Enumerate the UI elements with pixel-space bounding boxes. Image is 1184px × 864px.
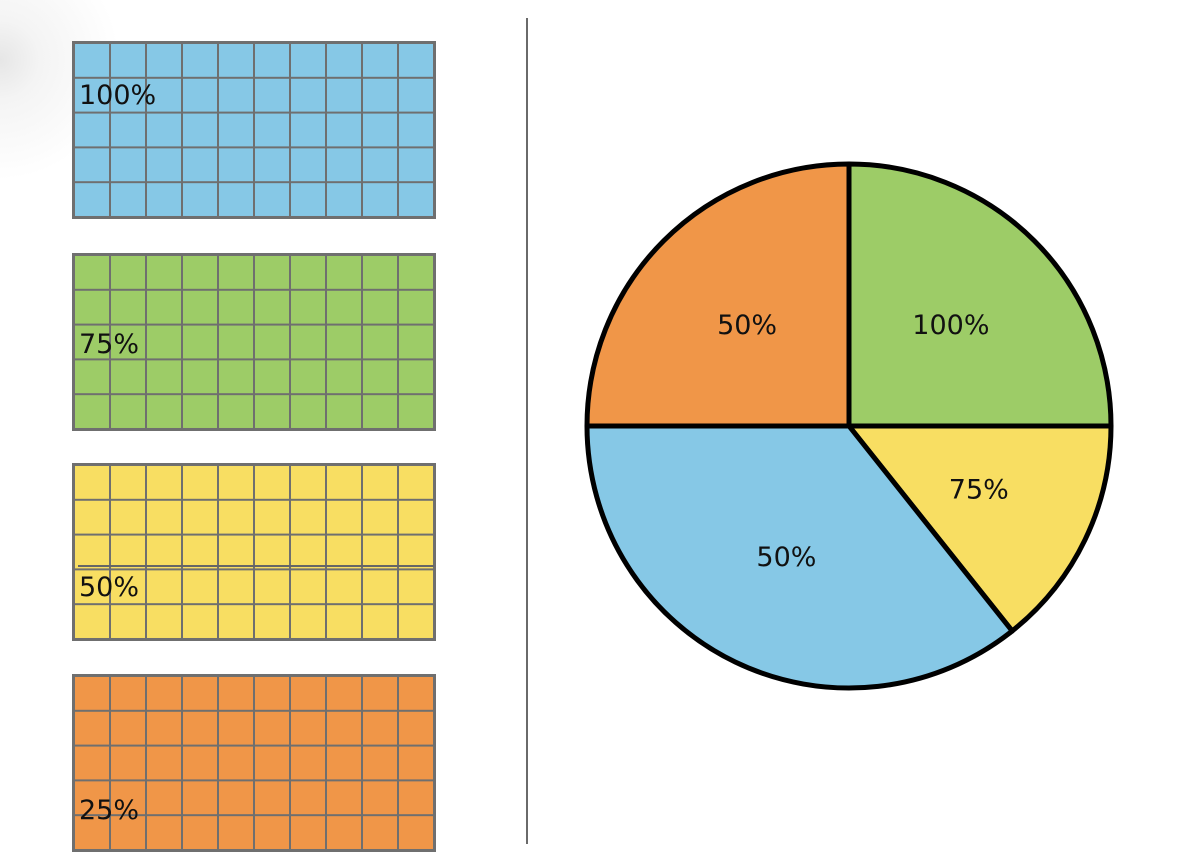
- grid-100-percent: 100%: [72, 41, 436, 219]
- grid-label-25: 25%: [79, 795, 140, 826]
- pie-slices: [584, 161, 1114, 691]
- grid-extra-line: [78, 565, 434, 567]
- pie-slice-yellow: [846, 423, 1114, 634]
- grid-label-50: 50%: [79, 572, 140, 603]
- grid-75-percent: 75%: [72, 253, 436, 431]
- pie-label-orange: 50%: [717, 310, 777, 341]
- grid-label-100: 100%: [79, 80, 157, 111]
- pie-label-green: 100%: [912, 310, 989, 341]
- vertical-divider: [526, 18, 528, 844]
- pie-slice-orange: [584, 161, 852, 429]
- grid-50-percent: 50%: [72, 463, 436, 641]
- pie-label-yellow: 75%: [949, 475, 1009, 506]
- pie-labels: 100% 75% 50% 50%: [717, 310, 1009, 573]
- grid-25-percent: 25%: [72, 674, 436, 852]
- pie-slice-green: [846, 161, 1114, 429]
- pie-label-blue: 50%: [756, 542, 816, 573]
- grid-label-75: 75%: [79, 329, 140, 360]
- pie-slice-blue: [584, 423, 1015, 691]
